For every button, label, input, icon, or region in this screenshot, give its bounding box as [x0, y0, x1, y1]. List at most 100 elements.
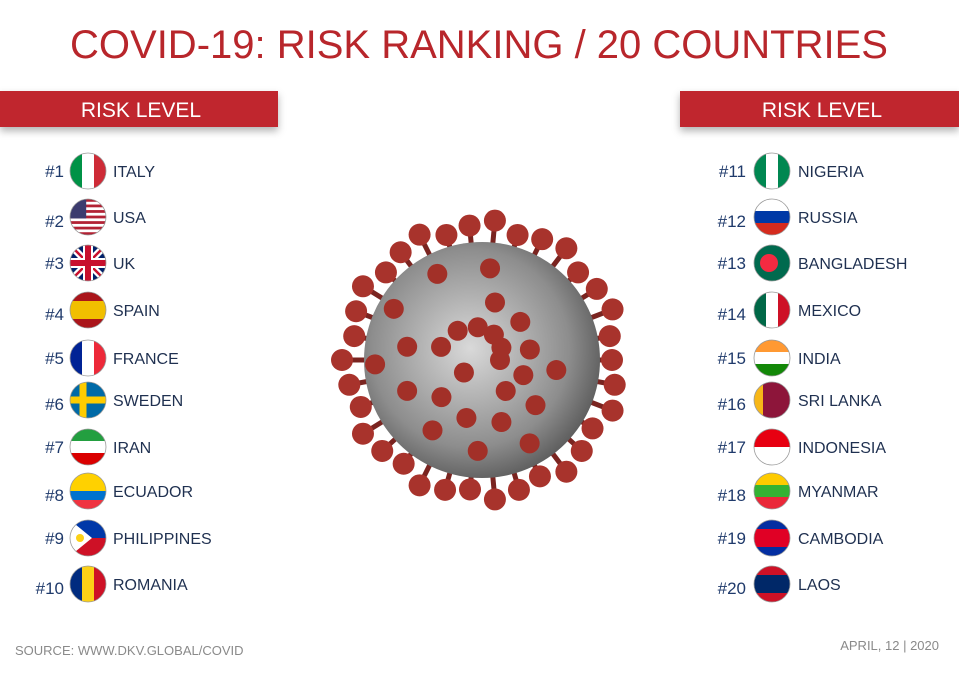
- flag-stripe: [70, 223, 106, 227]
- country-name: PHILIPPINES: [113, 531, 212, 548]
- flag: [754, 429, 790, 465]
- flag-stripe: [754, 199, 790, 212]
- spike: [431, 387, 452, 408]
- country-name: UK: [113, 256, 136, 273]
- flag: [754, 199, 790, 235]
- flag: [70, 199, 106, 235]
- flag: [754, 382, 790, 418]
- flag: [754, 340, 790, 376]
- rank: #13: [718, 254, 746, 273]
- flag-stripe: [70, 441, 106, 454]
- flag-stripe: [754, 352, 790, 365]
- spike: [495, 380, 516, 401]
- flag-stripe: [94, 566, 106, 602]
- flag-stripe: [754, 364, 790, 376]
- spike: [491, 412, 512, 433]
- flag-stripe: [70, 215, 106, 219]
- flag-stripe: [82, 153, 95, 189]
- country-name: BANGLADESH: [798, 256, 907, 273]
- flag-stripe: [754, 340, 790, 353]
- flag-stripe: [766, 292, 779, 328]
- spike: [581, 417, 604, 440]
- spike: [585, 277, 608, 300]
- country-name: ITALY: [113, 164, 155, 181]
- spike: [422, 420, 443, 441]
- spike: [598, 325, 621, 348]
- spike: [397, 336, 418, 357]
- spike: [483, 209, 506, 232]
- flag-stripe: [70, 226, 106, 230]
- flag: [70, 245, 106, 281]
- rank: #16: [718, 395, 746, 414]
- spike: [480, 258, 501, 279]
- rank: #10: [36, 579, 64, 598]
- spike: [392, 452, 415, 475]
- flag-stripe: [772, 382, 782, 418]
- flag-stripe: [70, 292, 106, 302]
- flag-rim: [69, 291, 107, 329]
- flag-stripe: [754, 211, 790, 224]
- virus-body: [364, 242, 600, 478]
- flag-stripe: [754, 429, 790, 448]
- flag-rim: [753, 291, 791, 329]
- date: APRIL, 12 | 2020: [840, 638, 939, 653]
- spike: [531, 228, 554, 251]
- flag-stripe: [754, 485, 790, 498]
- flag-rim: [753, 244, 791, 282]
- spike: [456, 407, 477, 428]
- rank: #17: [718, 438, 746, 457]
- rank: #12: [718, 212, 746, 231]
- flag-stripe: [70, 319, 106, 328]
- flag-rim: [753, 519, 791, 557]
- country-name: SWEDEN: [113, 393, 183, 410]
- title: COVID-19: RISK RANKING / 20 COUNTRIES: [70, 23, 888, 67]
- flag-stripe: [70, 199, 106, 203]
- flag: [70, 473, 106, 509]
- flag-stripe: [754, 575, 790, 585]
- spike: [601, 298, 624, 321]
- rank: #19: [718, 529, 746, 548]
- flag-rim: [69, 519, 107, 557]
- flag: [754, 153, 790, 189]
- spike: [435, 223, 458, 246]
- flag-stripe: [754, 520, 790, 530]
- flag-stripe: [70, 566, 83, 602]
- spike: [601, 349, 623, 371]
- spike: [331, 349, 353, 371]
- country-name: NIGERIA: [798, 164, 864, 181]
- flag: [754, 473, 790, 509]
- spike: [555, 460, 578, 483]
- rank: #14: [718, 305, 746, 324]
- rank: #7: [45, 438, 64, 457]
- country-name: CAMBODIA: [798, 531, 884, 548]
- spike: [570, 439, 593, 462]
- flag-stripe: [763, 382, 773, 418]
- flag: [754, 520, 790, 556]
- flag-stripe: [754, 584, 790, 594]
- flag-stripe: [754, 529, 790, 539]
- spike: [349, 395, 372, 418]
- country-name: LAOS: [798, 577, 841, 594]
- spike: [555, 237, 578, 260]
- rank: #2: [45, 212, 64, 231]
- country-name: SRI LANKA: [798, 393, 882, 410]
- spike: [427, 263, 448, 284]
- flag-stripe: [94, 153, 106, 189]
- flag-rim: [69, 472, 107, 510]
- flag-stripe: [70, 500, 106, 509]
- flag: [70, 382, 106, 418]
- flag-rim: [69, 198, 107, 236]
- flag-rim: [753, 472, 791, 510]
- spike: [383, 298, 404, 319]
- flag-stripe: [70, 204, 106, 208]
- spike: [351, 422, 374, 445]
- flag: [754, 292, 790, 328]
- rank: #20: [718, 579, 746, 598]
- flag-stripe: [778, 292, 790, 328]
- flag-stripe: [754, 538, 790, 548]
- rank: #15: [718, 349, 746, 368]
- flag-stripe: [70, 210, 106, 214]
- country-name: INDIA: [798, 351, 841, 368]
- flag-stripe: [70, 429, 106, 442]
